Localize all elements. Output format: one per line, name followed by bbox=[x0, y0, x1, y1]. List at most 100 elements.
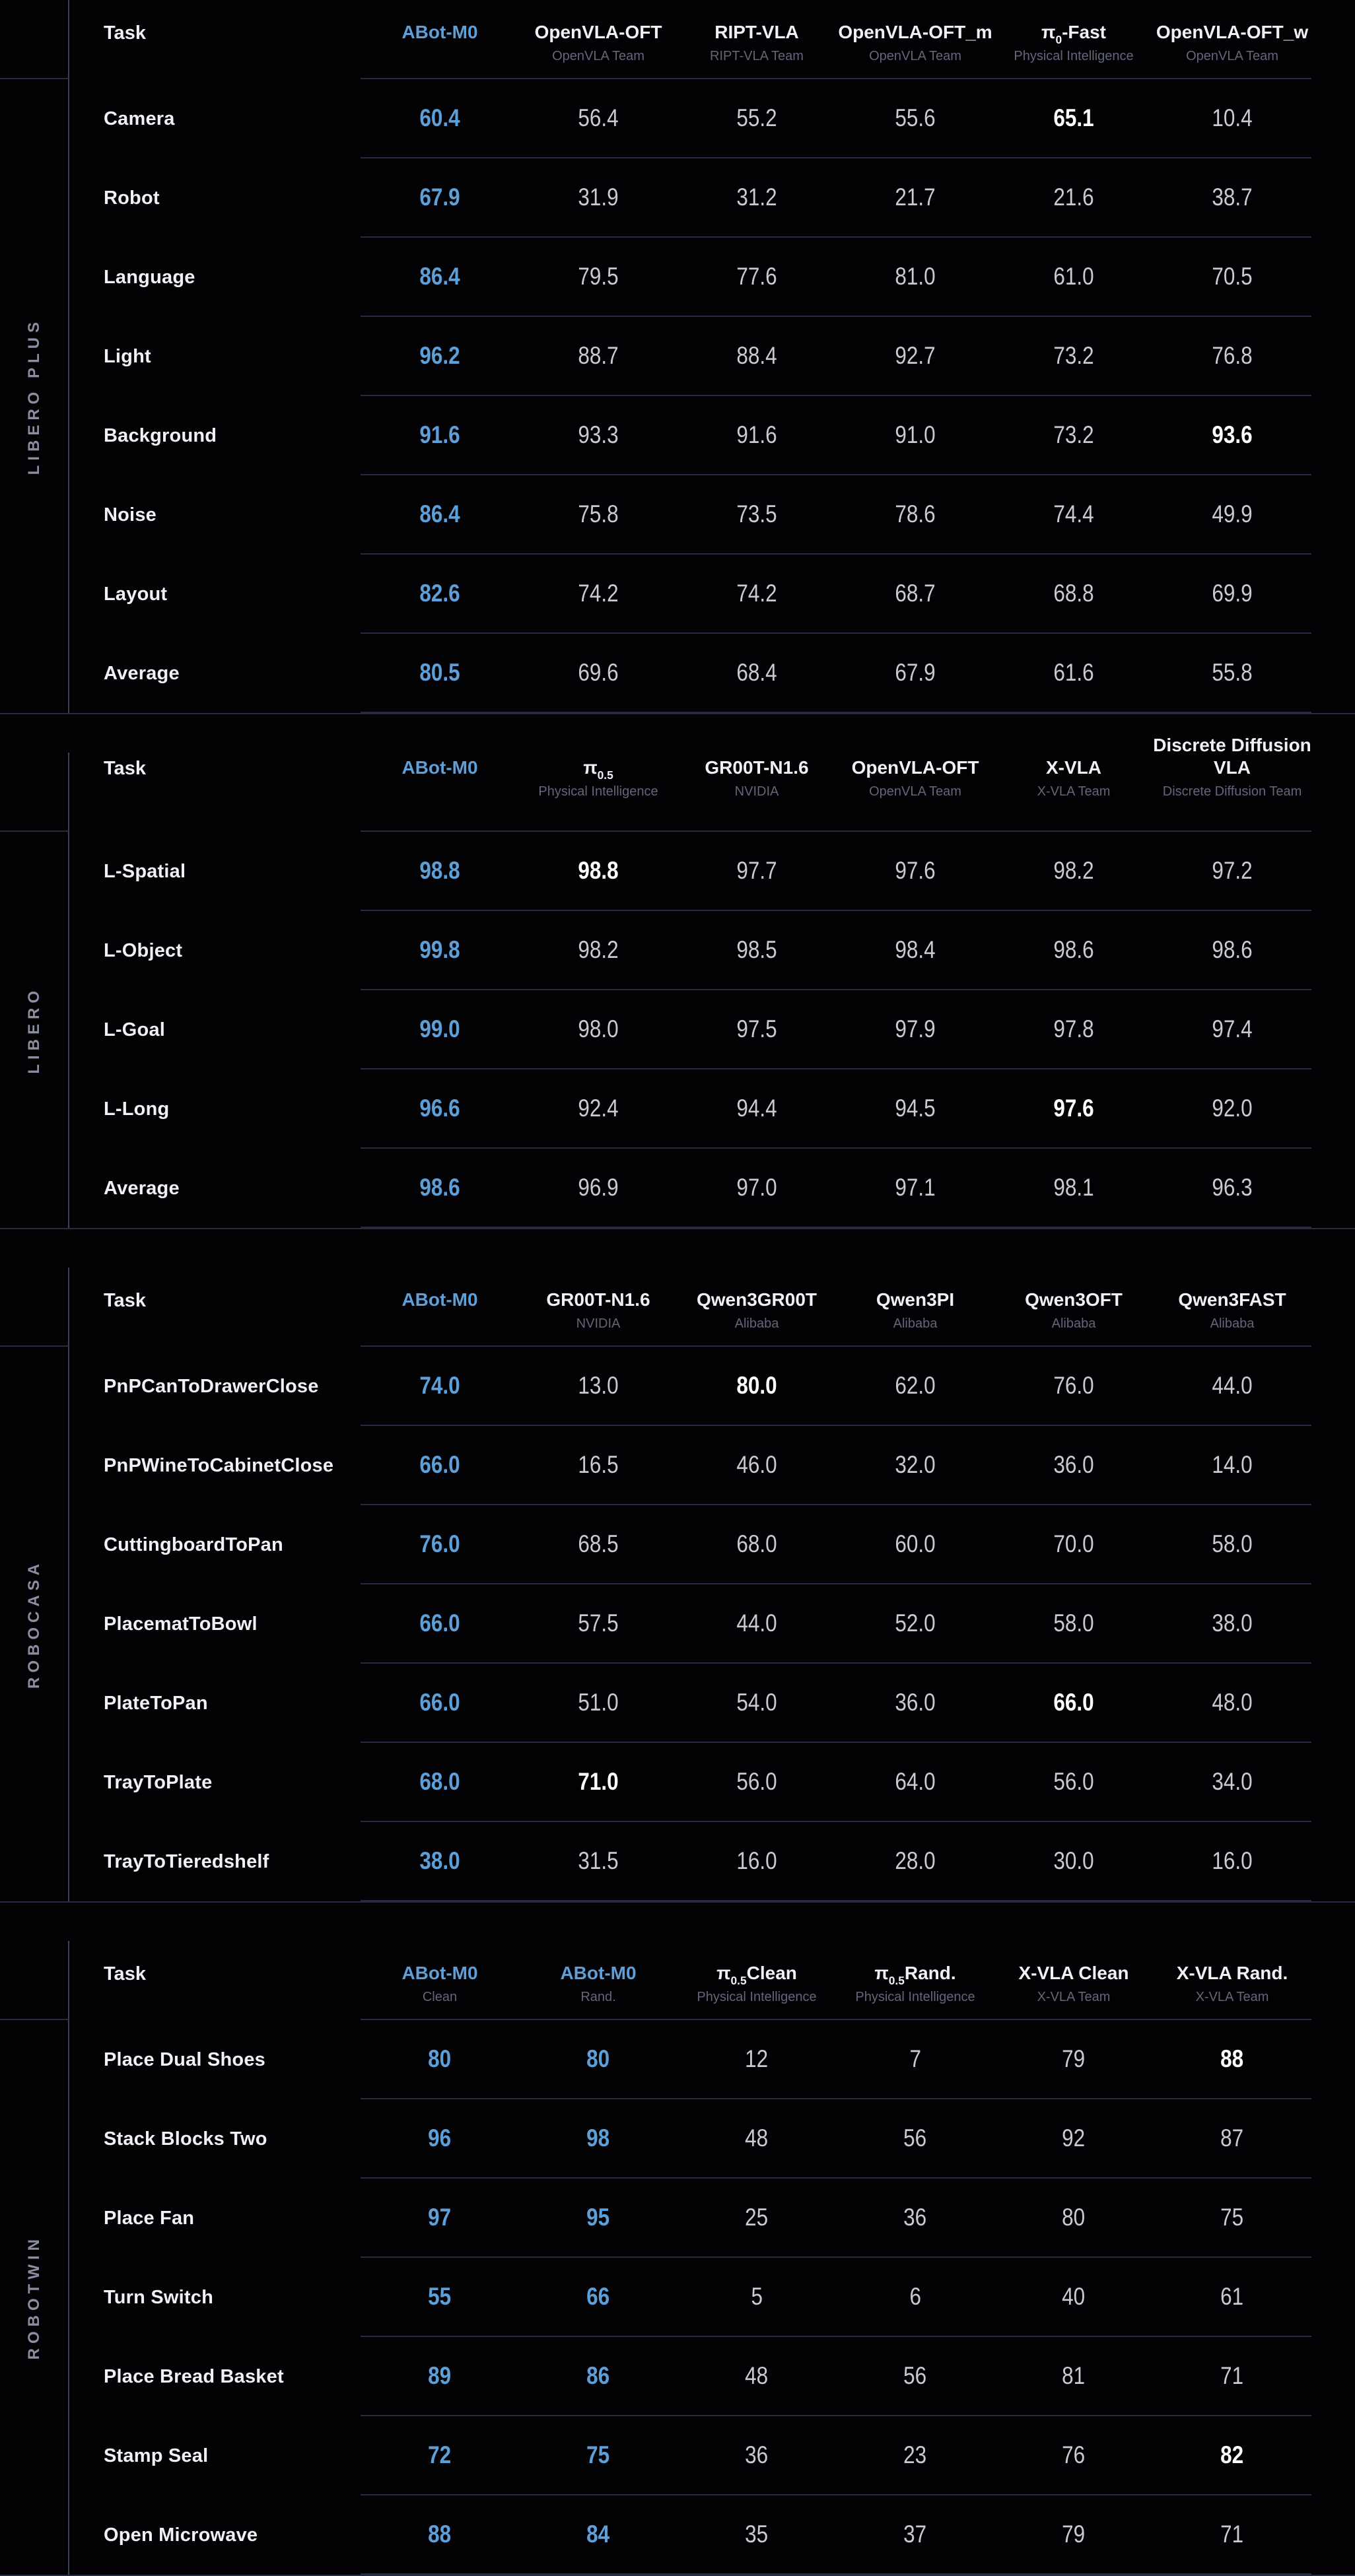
value-cell: 87 bbox=[1153, 2099, 1311, 2179]
value-text: 82.6 bbox=[419, 580, 460, 607]
value-text: 72 bbox=[428, 2441, 452, 2468]
model-team-label: OpenVLA Team bbox=[869, 49, 961, 63]
value-cell: 84 bbox=[519, 2495, 678, 2575]
column-header-gr00t-n1-6: GR00T-N1.6 NVIDIA bbox=[678, 753, 836, 832]
value-text: 82 bbox=[1220, 2441, 1244, 2468]
value-text: 88.4 bbox=[736, 342, 777, 369]
value-text: 92.7 bbox=[895, 342, 936, 369]
value-cell: 86.4 bbox=[361, 238, 519, 317]
task-cell-average: Average bbox=[104, 1177, 180, 1199]
table-robocasa: Task ABot-M0 GR00T-N1.6 NVIDIA Qwen3GR00T Ali… bbox=[0, 1268, 1311, 1901]
task-column-header: Task bbox=[69, 1268, 361, 1347]
value-cell: 92 bbox=[994, 2099, 1153, 2179]
column-header-abot-m0: ABot-M0 bbox=[361, 753, 519, 832]
value-cell: 98.6 bbox=[1153, 911, 1311, 990]
model-team-label: Rand. bbox=[580, 1990, 616, 2004]
value-cell: 16.5 bbox=[519, 1426, 678, 1505]
value-cell: 99.0 bbox=[361, 990, 519, 1069]
value-text: 25 bbox=[745, 2204, 769, 2231]
value-text: 98.1 bbox=[1053, 1174, 1094, 1201]
section-label-robocasa: ROBOCASA bbox=[24, 1559, 43, 1689]
benchmark-section-robotwin: Task ABot-M0 Clean ABot-M0 Rand. π 0.5 Clean Ph… bbox=[0, 1903, 1355, 2576]
task-cell-cuttingboardtopan: CuttingboardToPan bbox=[104, 1534, 283, 1555]
value-text: 66.0 bbox=[419, 1451, 460, 1478]
task-header-spacer bbox=[104, 1316, 361, 1338]
value-text: 97.0 bbox=[736, 1174, 777, 1201]
value-cell: 49.9 bbox=[1153, 475, 1311, 555]
model-name-text: Qwen3GR00T bbox=[696, 1289, 817, 1310]
value-cell: 79 bbox=[994, 2495, 1153, 2575]
value-cell: 62.0 bbox=[836, 1347, 994, 1426]
model-name-subscript: 0.5 bbox=[888, 1974, 905, 1988]
value-cell: 95 bbox=[519, 2179, 678, 2258]
value-cell: 97.0 bbox=[678, 1149, 836, 1228]
task-header-text: Task bbox=[104, 22, 146, 44]
model-team-label: Alibaba bbox=[1051, 1316, 1096, 1331]
value-cell: 98.4 bbox=[836, 911, 994, 990]
value-cell: 97.7 bbox=[678, 832, 836, 911]
task-column-header: Task bbox=[69, 0, 361, 79]
value-text: 13.0 bbox=[578, 1372, 619, 1399]
value-text: 49.9 bbox=[1212, 500, 1253, 527]
value-cell: 60.4 bbox=[361, 79, 519, 158]
column-header-abot-m0: ABot-M0 bbox=[361, 1268, 519, 1347]
value-text: 97.4 bbox=[1212, 1015, 1253, 1042]
model-name-text: ABot-M0 bbox=[401, 21, 478, 42]
value-text: 68.0 bbox=[736, 1530, 777, 1557]
section-label-robotwin: ROBOTWIN bbox=[24, 2235, 43, 2360]
value-text: 75 bbox=[1220, 2204, 1244, 2231]
value-text: 10.4 bbox=[1212, 104, 1253, 131]
value-text: 96.9 bbox=[578, 1174, 619, 1201]
task-cell-l-long: L-Long bbox=[104, 1098, 170, 1120]
task-cell-place-bread-basket: Place Bread Basket bbox=[104, 2365, 284, 2387]
value-text: 21.6 bbox=[1053, 184, 1094, 211]
model-name: X-VLA Clean bbox=[994, 1955, 1153, 1984]
value-text: 94.4 bbox=[736, 1095, 777, 1122]
value-text: 5 bbox=[751, 2283, 763, 2310]
value-cell: 98.5 bbox=[678, 911, 836, 990]
value-cell: 81 bbox=[994, 2337, 1153, 2416]
task-column-header: Task bbox=[69, 753, 361, 832]
value-text: 62.0 bbox=[895, 1372, 936, 1399]
value-cell: 71 bbox=[1153, 2495, 1311, 2575]
value-cell: 86.4 bbox=[361, 475, 519, 555]
task-header-text: Task bbox=[104, 1289, 146, 1311]
value-cell: 51.0 bbox=[519, 1664, 678, 1743]
model-name-text: π bbox=[1041, 21, 1056, 42]
task-cell-layout: Layout bbox=[104, 583, 168, 605]
table-libero: Task ABot-M0 π 0.5 Physical Intelligence GR00… bbox=[0, 735, 1311, 1228]
model-name-text: RIPT-VLA bbox=[714, 21, 799, 42]
column-header-abot-m0: ABot-M0 Rand. bbox=[519, 1941, 678, 2020]
value-text: 55.6 bbox=[895, 104, 936, 131]
value-cell: 76.8 bbox=[1153, 317, 1311, 396]
value-cell: 98.8 bbox=[361, 832, 519, 911]
model-name: ABot-M0 bbox=[361, 15, 519, 44]
value-cell: 16.0 bbox=[678, 1822, 836, 1901]
model-name-text: OpenVLA-OFT bbox=[851, 757, 979, 778]
value-cell: 97.5 bbox=[678, 990, 836, 1069]
value-text: 48.0 bbox=[1212, 1689, 1253, 1716]
value-cell: 74.2 bbox=[678, 555, 836, 634]
value-cell: 58.0 bbox=[994, 1584, 1153, 1664]
task-cell-place-fan: Place Fan bbox=[104, 2207, 195, 2229]
value-text: 94.5 bbox=[895, 1095, 936, 1122]
model-team-label: Physical Intelligence bbox=[855, 1990, 975, 2004]
value-cell: 91.6 bbox=[678, 396, 836, 475]
value-text: 58.0 bbox=[1212, 1530, 1253, 1557]
value-cell: 36.0 bbox=[836, 1664, 994, 1743]
value-text: 69.6 bbox=[578, 659, 619, 686]
model-name-text: ABot-M0 bbox=[560, 1962, 637, 1983]
column-header-openvla-oft: OpenVLA-OFT OpenVLA Team bbox=[836, 753, 994, 832]
task-header-spacer bbox=[104, 49, 361, 70]
model-name-suffix: Rand. bbox=[904, 1962, 956, 1983]
value-cell: 54.0 bbox=[678, 1664, 836, 1743]
value-cell: 97.8 bbox=[994, 990, 1153, 1069]
value-cell: 55.8 bbox=[1153, 634, 1311, 713]
column-header-ript-vla: RIPT-VLA RIPT-VLA Team bbox=[678, 0, 836, 79]
value-text: 80 bbox=[1062, 2204, 1086, 2231]
value-text: 80 bbox=[586, 2045, 610, 2072]
value-text: 73.2 bbox=[1053, 421, 1094, 448]
value-text: 31.9 bbox=[578, 184, 619, 211]
value-cell: 94.4 bbox=[678, 1069, 836, 1149]
